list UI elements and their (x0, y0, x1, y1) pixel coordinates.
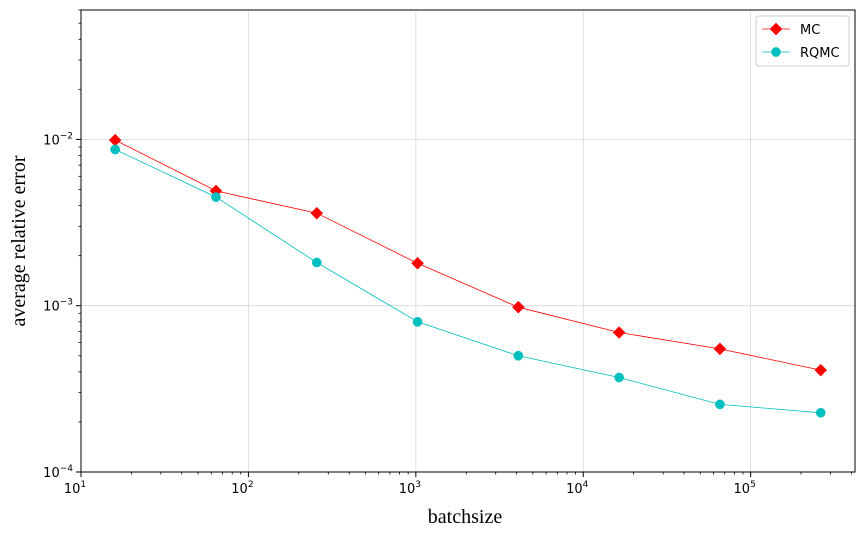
data-point-rqmc (513, 350, 524, 361)
x-tick-label: 105 (734, 480, 756, 497)
series-rqmc (110, 144, 826, 418)
series-mc (108, 133, 828, 377)
legend-entry-rqmc: RQMC (762, 46, 840, 61)
y-tick-label: 10−4 (43, 464, 73, 481)
x-axis-label: batchsize (428, 506, 503, 528)
axis-ticks: 101 102 103 104 105 10−4 10−3 10−2 (43, 131, 756, 497)
legend-entry-mc: MC (762, 22, 820, 38)
legend-marker-rqmc (771, 47, 781, 57)
legend: MC RQMC (755, 15, 850, 67)
data-point-mc (713, 342, 727, 356)
plot-area (80, 9, 856, 473)
data-point-mc (108, 133, 122, 147)
data-point-rqmc (715, 399, 725, 410)
legend-label-mc: MC (800, 23, 820, 38)
y-tick-label: 10−3 (43, 298, 73, 315)
series-layer (108, 133, 828, 418)
series-line-mc (115, 139, 821, 371)
data-point-rqmc (614, 372, 624, 383)
data-point-mc (511, 300, 525, 314)
data-point-rqmc (412, 316, 423, 327)
minor-ticks (78, 9, 852, 475)
data-point-mc (411, 256, 424, 270)
x-tick-label: 104 (566, 480, 589, 497)
grid (80, 10, 855, 473)
legend-marker-mc (769, 22, 783, 36)
data-point-mc (814, 363, 828, 377)
data-point-rqmc (211, 192, 221, 202)
x-tick-label: 102 (231, 480, 253, 497)
data-point-mc (310, 206, 324, 220)
series-line-rqmc (115, 149, 821, 414)
legend-label-rqmc: RQMC (800, 46, 840, 61)
y-tick-label: 10−2 (43, 131, 73, 148)
y-axis-label: average relative error (8, 155, 30, 326)
x-tick-label: 101 (64, 480, 86, 497)
data-point-rqmc (110, 144, 121, 155)
data-point-mc (612, 326, 626, 339)
data-point-rqmc (815, 407, 826, 418)
data-point-rqmc (311, 257, 322, 268)
x-tick-label: 103 (399, 480, 421, 497)
